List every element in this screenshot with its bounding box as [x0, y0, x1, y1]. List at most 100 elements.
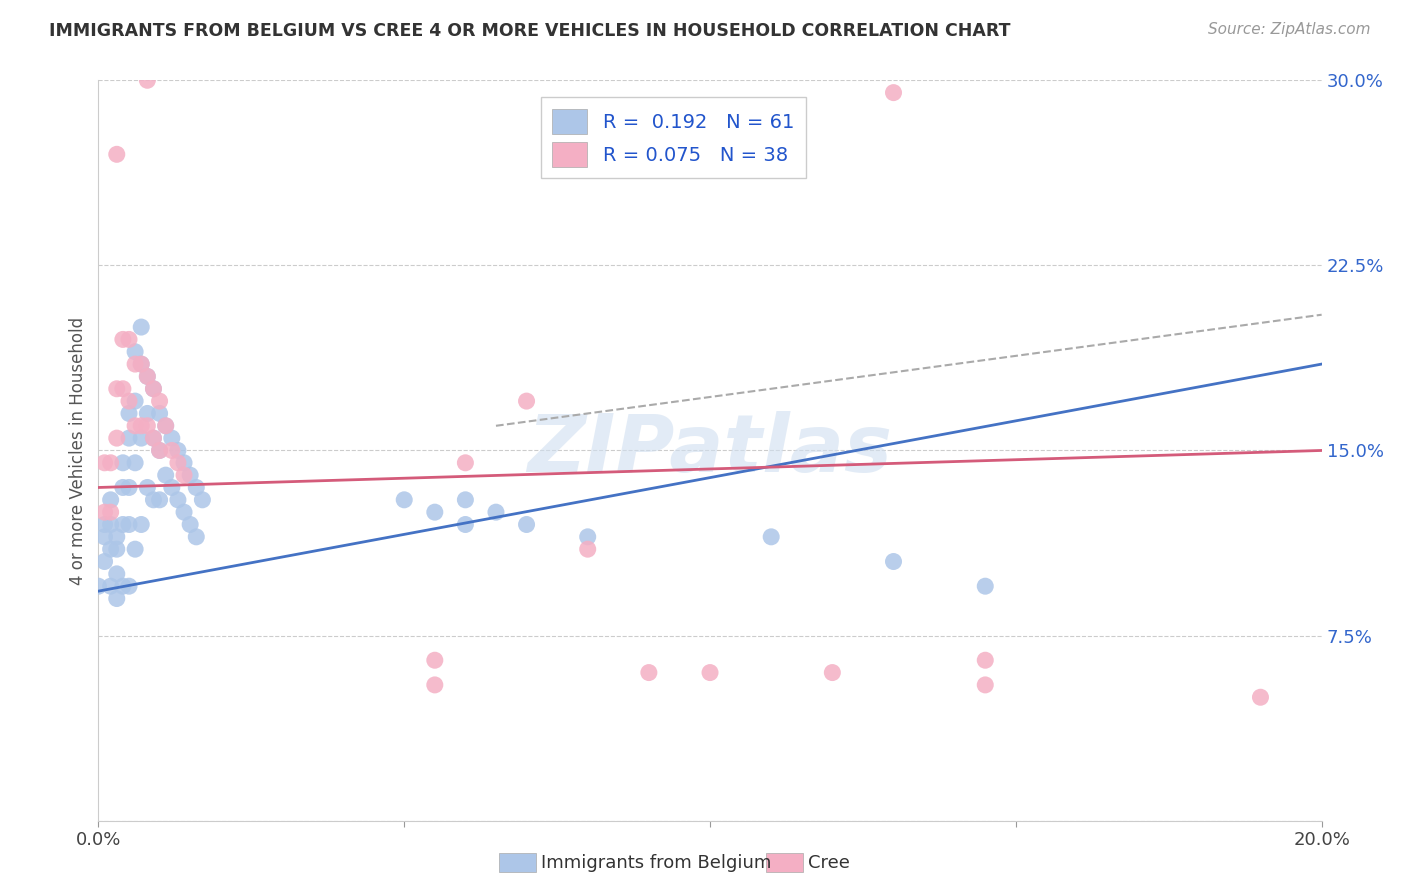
- Point: [186, 530, 208, 544]
- Y-axis label: 4 or more Vehicles in Household: 4 or more Vehicles in Household: [69, 317, 87, 584]
- Point: [93, 530, 115, 544]
- Point: [93, 517, 115, 532]
- Point: [118, 431, 141, 445]
- Point: [129, 431, 152, 445]
- Point: [173, 505, 195, 519]
- Point: [93, 456, 115, 470]
- Point: [111, 579, 134, 593]
- Point: [129, 357, 152, 371]
- Point: [118, 480, 141, 494]
- Point: [129, 357, 152, 371]
- Point: [179, 517, 201, 532]
- Text: IMMIGRANTS FROM BELGIUM VS CREE 4 OR MORE VEHICLES IN HOUSEHOLD CORRELATION CHAR: IMMIGRANTS FROM BELGIUM VS CREE 4 OR MOR…: [49, 22, 1011, 40]
- Point: [699, 665, 721, 680]
- Point: [136, 73, 159, 87]
- Point: [100, 542, 122, 557]
- Text: ZIPatlas: ZIPatlas: [527, 411, 893, 490]
- Point: [149, 394, 172, 409]
- Point: [173, 468, 195, 483]
- Point: [149, 443, 172, 458]
- Legend: R =  0.192   N = 61, R = 0.075   N = 38: R = 0.192 N = 61, R = 0.075 N = 38: [541, 97, 806, 178]
- Point: [142, 492, 165, 507]
- Point: [100, 505, 122, 519]
- Point: [124, 418, 146, 433]
- Point: [516, 517, 538, 532]
- Point: [105, 431, 128, 445]
- Point: [974, 579, 997, 593]
- Point: [167, 492, 190, 507]
- Point: [149, 407, 172, 421]
- Point: [149, 443, 172, 458]
- Point: [974, 653, 997, 667]
- Point: [883, 555, 905, 569]
- Point: [160, 480, 183, 494]
- Point: [142, 382, 165, 396]
- Point: [93, 505, 115, 519]
- Point: [129, 418, 152, 433]
- Point: [124, 394, 146, 409]
- Point: [142, 382, 165, 396]
- Point: [637, 665, 661, 680]
- Point: [454, 456, 477, 470]
- Point: [111, 382, 134, 396]
- Point: [136, 369, 159, 384]
- Point: [105, 591, 128, 606]
- Point: [124, 357, 146, 371]
- Point: [974, 678, 997, 692]
- Point: [759, 530, 782, 544]
- Point: [105, 147, 128, 161]
- Point: [136, 369, 159, 384]
- Point: [118, 517, 141, 532]
- Point: [167, 443, 190, 458]
- Text: Source: ZipAtlas.com: Source: ZipAtlas.com: [1208, 22, 1371, 37]
- Point: [576, 530, 599, 544]
- Point: [124, 542, 146, 557]
- Point: [155, 468, 177, 483]
- Point: [124, 344, 146, 359]
- Point: [142, 431, 165, 445]
- Point: [105, 382, 128, 396]
- Point: [485, 505, 508, 519]
- Point: [392, 492, 416, 507]
- Point: [576, 542, 599, 557]
- Point: [149, 492, 172, 507]
- Point: [160, 443, 183, 458]
- Point: [454, 492, 477, 507]
- Point: [118, 407, 141, 421]
- Point: [93, 555, 115, 569]
- Point: [136, 407, 159, 421]
- Point: [118, 579, 141, 593]
- Point: [105, 530, 128, 544]
- Point: [516, 394, 538, 409]
- Point: [423, 678, 446, 692]
- Point: [100, 456, 122, 470]
- Point: [129, 320, 152, 334]
- Point: [118, 332, 141, 346]
- Point: [105, 566, 128, 581]
- Point: [111, 456, 134, 470]
- Point: [821, 665, 844, 680]
- Point: [155, 418, 177, 433]
- Point: [191, 492, 214, 507]
- Point: [87, 579, 110, 593]
- Point: [186, 480, 208, 494]
- Point: [155, 418, 177, 433]
- Point: [136, 418, 159, 433]
- Point: [105, 542, 128, 557]
- Text: Immigrants from Belgium: Immigrants from Belgium: [541, 854, 772, 871]
- Point: [136, 480, 159, 494]
- Point: [1249, 690, 1271, 705]
- Point: [160, 431, 183, 445]
- Point: [124, 456, 146, 470]
- Point: [179, 468, 201, 483]
- Point: [100, 492, 122, 507]
- Point: [142, 431, 165, 445]
- Point: [423, 505, 446, 519]
- Point: [167, 456, 190, 470]
- Point: [100, 517, 122, 532]
- Point: [111, 517, 134, 532]
- Text: Cree: Cree: [808, 854, 851, 871]
- Point: [118, 394, 141, 409]
- Point: [173, 456, 195, 470]
- Point: [129, 517, 152, 532]
